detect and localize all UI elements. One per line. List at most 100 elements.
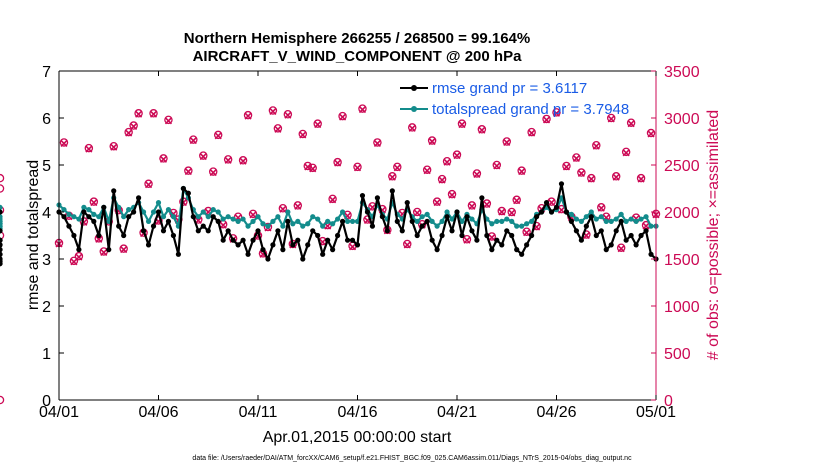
obs-assimilated-point xyxy=(433,199,441,207)
spread-point xyxy=(628,216,634,222)
rmse-point xyxy=(66,223,72,229)
obs-possible-point xyxy=(328,194,337,204)
y-left-tick-label: 1 xyxy=(42,346,51,363)
rmse-point xyxy=(230,237,236,243)
obs-possible-point xyxy=(492,160,502,170)
spread-point xyxy=(265,223,271,229)
rmse-point xyxy=(145,242,152,248)
x-tick-label: 04/21 xyxy=(437,404,477,421)
y-left-tick-label: 2 xyxy=(42,299,51,316)
obs-possible-point xyxy=(402,239,412,249)
obs-assimilated-point xyxy=(483,200,491,209)
obs-assimilated-point xyxy=(393,164,401,172)
obs-possible-point xyxy=(0,173,5,183)
rmse-point xyxy=(240,237,246,243)
rmse-point xyxy=(205,228,211,234)
rmse-point xyxy=(325,237,331,243)
spread-point xyxy=(195,214,201,220)
legend-rmse-marker xyxy=(411,85,417,91)
spread-point xyxy=(0,204,3,210)
obs-assimilated-point xyxy=(329,196,337,204)
rmse-point xyxy=(429,237,435,243)
obs-possible-point xyxy=(313,119,322,128)
obs-possible-point xyxy=(59,138,69,147)
data-file-footnote: data file: /Users/raeder/DAI/ATM_forcXX/… xyxy=(192,455,632,462)
obs-assimilated-point xyxy=(100,248,108,256)
spread-point xyxy=(588,209,594,215)
spread-point xyxy=(240,216,246,222)
obs-possible-point xyxy=(223,155,233,164)
obs-assimilated-point xyxy=(304,163,312,171)
obs-assimilated-point xyxy=(353,164,362,172)
y-axis-right-label: # of obs: o=possible; ×=assimilated xyxy=(705,110,722,360)
obs-possible-point xyxy=(422,165,432,174)
obs-assimilated-point xyxy=(309,165,317,173)
rmse-point xyxy=(285,218,291,224)
rmse-point xyxy=(563,209,570,215)
obs-assimilated-point xyxy=(224,156,232,164)
obs-possible-point xyxy=(507,207,516,217)
x-tick-label: 04/06 xyxy=(138,404,178,421)
legend-rmse-label: rmse grand pr = 3.6117 xyxy=(432,80,587,97)
rmse-point xyxy=(349,237,356,243)
obs-possible-point xyxy=(109,141,118,151)
obs-assimilated-point xyxy=(214,132,222,140)
rmse-point xyxy=(165,218,172,224)
obs-assimilated-point xyxy=(587,175,595,183)
rmse-point xyxy=(479,195,485,201)
obs-possible-point xyxy=(562,161,571,171)
y-left-tick-label: 6 xyxy=(42,111,51,128)
obs-possible-point xyxy=(283,109,293,119)
obs-assimilated-point xyxy=(508,209,516,217)
rmse-point xyxy=(0,242,3,248)
obs-possible-point xyxy=(278,203,288,213)
obs-possible-point xyxy=(119,244,128,253)
spread-point xyxy=(140,209,147,215)
obs-assimilated-point xyxy=(199,152,207,161)
obs-possible-point xyxy=(358,104,367,113)
rmse-point xyxy=(255,228,261,234)
spread-point xyxy=(210,207,216,213)
rmse-point xyxy=(245,251,251,257)
spread-point xyxy=(583,214,589,220)
obs-possible-point xyxy=(587,173,596,183)
spread-point xyxy=(325,218,331,224)
obs-possible-point xyxy=(502,137,511,146)
spread-point xyxy=(71,214,77,220)
rmse-point xyxy=(543,200,550,206)
obs-possible-point xyxy=(303,161,312,171)
rmse-point xyxy=(0,237,3,243)
rmse-point xyxy=(424,218,430,224)
rmse-point xyxy=(409,218,415,224)
obs-possible-point xyxy=(373,138,382,147)
rmse-point xyxy=(598,228,604,234)
obs-possible-point xyxy=(268,106,278,115)
obs-assimilated-point xyxy=(458,121,466,129)
rmse-point xyxy=(534,214,540,220)
spread-point xyxy=(155,200,162,206)
rmse-point xyxy=(81,209,87,215)
rmse-point xyxy=(374,195,380,201)
rmse-point xyxy=(588,214,594,220)
obs-assimilated-point xyxy=(597,204,605,212)
spread-point xyxy=(305,221,311,227)
obs-assimilated-point xyxy=(473,170,481,178)
obs-possible-point xyxy=(338,111,347,121)
spread-point xyxy=(578,218,584,224)
rmse-point xyxy=(638,232,644,239)
rmse-point xyxy=(91,218,97,224)
rmse-point xyxy=(106,247,112,253)
spread-point xyxy=(300,223,306,229)
rmse-point xyxy=(434,247,440,253)
rmse-point xyxy=(519,251,525,257)
rmse-point xyxy=(305,242,311,248)
y-right-tick-label: 0 xyxy=(664,393,673,410)
spread-point xyxy=(76,216,82,222)
obs-possible-point xyxy=(164,115,173,125)
spread-point xyxy=(444,209,450,215)
obs-possible-point xyxy=(0,184,5,193)
rmse-point xyxy=(315,232,321,239)
rmse-point xyxy=(339,218,346,224)
obs-possible-point xyxy=(527,127,536,137)
obs-assimilated-point xyxy=(513,197,521,205)
